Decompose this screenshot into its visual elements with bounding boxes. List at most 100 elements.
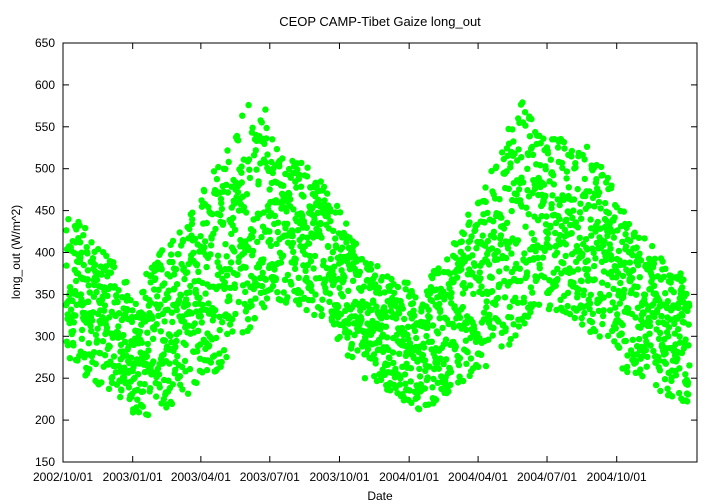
data-point — [245, 156, 253, 163]
data-point — [582, 192, 589, 200]
data-point — [115, 287, 122, 294]
data-point — [372, 360, 379, 367]
data-point — [459, 290, 467, 297]
data-point — [686, 302, 693, 310]
data-point — [670, 289, 677, 296]
data-point — [497, 232, 505, 239]
data-point — [541, 274, 548, 281]
data-point — [193, 308, 200, 315]
data-point — [617, 279, 624, 287]
data-point — [72, 277, 80, 285]
data-point — [149, 315, 156, 322]
data-point — [566, 310, 574, 318]
data-point — [593, 176, 600, 183]
data-point — [181, 357, 189, 365]
data-point — [629, 266, 637, 274]
data-point — [483, 298, 490, 305]
data-point — [596, 333, 603, 340]
data-point — [241, 249, 248, 257]
data-point — [554, 144, 562, 151]
data-point — [238, 179, 245, 186]
data-point — [286, 190, 293, 198]
data-point — [595, 198, 603, 206]
data-point — [280, 182, 287, 189]
data-point — [147, 299, 155, 307]
data-point — [95, 245, 102, 253]
data-point — [229, 316, 236, 323]
data-point — [572, 164, 579, 171]
data-point — [659, 258, 666, 265]
data-point — [245, 101, 252, 109]
data-point — [143, 353, 151, 360]
data-point — [364, 276, 371, 284]
data-point — [459, 303, 466, 311]
data-point — [547, 156, 554, 163]
data-point — [594, 218, 601, 226]
data-point — [590, 249, 597, 257]
data-point — [119, 348, 126, 355]
data-point — [604, 174, 612, 182]
data-point — [224, 330, 231, 338]
data-point — [633, 244, 640, 251]
data-point — [302, 267, 309, 274]
data-point — [378, 315, 385, 322]
data-point — [333, 202, 341, 210]
data-point — [335, 303, 342, 310]
data-point — [523, 269, 531, 276]
data-point — [496, 268, 503, 275]
data-point — [529, 151, 537, 158]
data-point — [78, 326, 86, 334]
data-point — [483, 304, 490, 311]
data-point — [279, 252, 287, 259]
data-point — [64, 342, 72, 349]
data-point — [138, 339, 145, 346]
data-point — [379, 273, 386, 281]
data-point — [336, 284, 343, 291]
data-point — [85, 298, 92, 305]
data-point — [214, 252, 222, 259]
data-point — [401, 315, 408, 323]
data-point — [626, 259, 634, 266]
data-point — [197, 341, 204, 348]
data-point — [263, 295, 271, 302]
data-point — [520, 179, 527, 186]
data-point — [395, 310, 403, 317]
data-point — [586, 300, 594, 307]
data-point — [90, 349, 98, 356]
data-point — [86, 366, 93, 373]
data-point — [588, 319, 596, 326]
data-point — [88, 239, 95, 246]
data-point — [656, 357, 663, 364]
data-point — [571, 314, 578, 322]
data-point — [84, 267, 92, 274]
data-point — [195, 327, 202, 334]
data-point — [456, 354, 464, 362]
data-point — [670, 302, 677, 309]
data-point — [103, 252, 110, 260]
data-point — [546, 244, 553, 251]
x-axis: 2002/10/01 2003/01/01 2003/04/01 2003/07/01… — [33, 43, 647, 484]
data-point — [166, 360, 173, 367]
y-tick-label: 600 — [35, 78, 55, 92]
data-point — [639, 373, 646, 380]
data-point — [123, 278, 130, 286]
data-point — [212, 307, 219, 314]
data-point — [624, 368, 631, 376]
data-point — [581, 156, 588, 163]
data-point — [510, 321, 517, 328]
data-point — [435, 265, 442, 272]
data-point — [657, 329, 664, 337]
data-point — [367, 266, 375, 273]
data-point — [650, 347, 657, 355]
data-point — [568, 147, 576, 155]
data-point — [516, 265, 523, 272]
data-point — [65, 216, 72, 223]
data-point — [339, 244, 346, 251]
data-point — [622, 337, 630, 345]
data-point — [251, 314, 258, 322]
data-point — [565, 184, 572, 191]
data-point — [288, 281, 295, 288]
data-point — [421, 357, 429, 364]
data-point — [428, 338, 435, 345]
data-point — [450, 324, 458, 331]
